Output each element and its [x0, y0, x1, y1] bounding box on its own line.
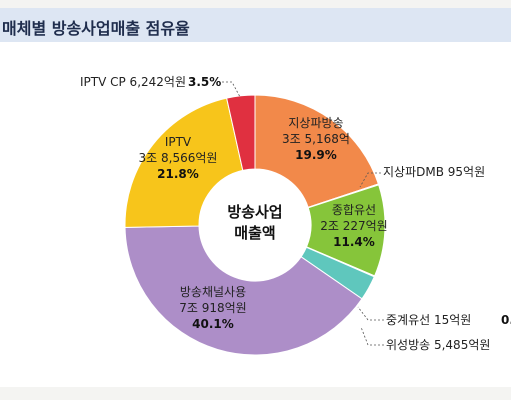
label-terrestrial_dmb-line-1: 지상파DMB 95억원 — [383, 165, 485, 179]
leader-satellite — [360, 326, 384, 346]
label-pp-line-2: 7조 918억원 — [179, 301, 246, 315]
label-pp-line-1: 방송채널사용 — [180, 285, 246, 299]
pct-relay: 0.0 — [501, 313, 511, 327]
slice-terrestrial — [254, 94, 380, 208]
label-iptv-line-1: IPTV — [165, 135, 192, 149]
pct-so: 11.4% — [333, 235, 375, 249]
title-bar: 매체별 방송사업매출 점유율 — [0, 8, 511, 42]
center-label-line-2: 매출액 — [234, 224, 275, 242]
label-relay-line-1: 중계유선 15억원 — [386, 313, 471, 327]
pct-iptv_cp: 3.5% — [188, 75, 221, 89]
slice-iptv_cp — [226, 94, 256, 171]
leader-relay — [357, 306, 384, 321]
label-terrestrial-line-1: 지상파방송 — [288, 116, 343, 130]
label-terrestrial-line-2: 3조 5,168억 — [282, 132, 350, 146]
slices-group — [124, 94, 386, 356]
slice-pp — [124, 225, 363, 356]
chart-title: 매체별 방송사업매출 점유율 — [2, 19, 190, 38]
label-so-line-1: 종합유선 — [332, 203, 376, 217]
label-iptv_cp-line-1: IPTV CP 6,242억원 — [80, 75, 186, 89]
label-satellite-line-1: 위성방송 5,485억원 — [386, 338, 490, 352]
slice-iptv — [124, 97, 244, 228]
leader-lines-group — [222, 81, 384, 346]
pct-iptv: 21.8% — [157, 167, 199, 181]
label-iptv-line-2: 3조 8,566억원 — [139, 151, 218, 165]
pct-pp: 40.1% — [192, 317, 234, 331]
pct-terrestrial: 19.9% — [295, 148, 337, 162]
center-label-line-1: 방송사업 — [227, 203, 282, 221]
leader-terrestrial_dmb — [359, 172, 381, 188]
label-so-line-2: 2조 227억원 — [320, 219, 387, 233]
leader-iptv_cp — [222, 81, 241, 98]
